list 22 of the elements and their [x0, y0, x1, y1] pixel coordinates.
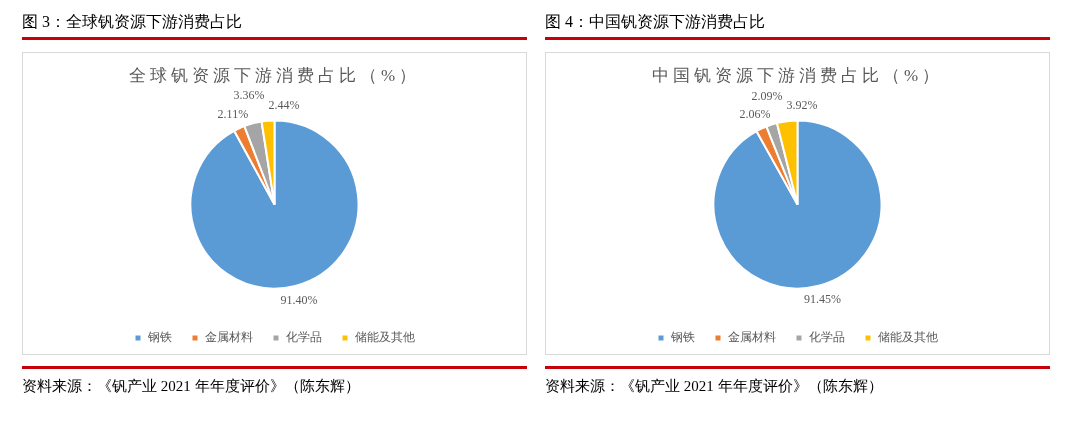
data-label: 3.36%: [233, 88, 265, 102]
legend-label: 金属材料: [727, 330, 776, 345]
legend-label: 化学品: [808, 330, 845, 345]
chart-subtitle: 全球钒资源下游消费占比（%）: [128, 65, 421, 87]
legend-label: 储能及其他: [877, 330, 938, 345]
legend-label: 储能及其他: [354, 330, 415, 345]
chart-title: 图 4：中国钒资源下游消费占比: [545, 12, 765, 32]
text: 资料来源：《钒产业 2021 年年度评价》（陈东辉）: [22, 377, 360, 396]
data-label: 2.06%: [739, 107, 771, 122]
legend-label: 化学品: [285, 330, 322, 345]
legend-label: 金属材料: [204, 330, 253, 345]
data-label: 3.92%: [786, 98, 818, 113]
chart-title: 图 3：全球钒资源下游消费占比: [22, 12, 242, 32]
data-label: 91.40%: [280, 292, 318, 307]
data-label: 2.44%: [268, 97, 300, 112]
data-label: 2.11%: [217, 106, 249, 121]
chart-subtitle: 中国钒资源下游消费占比（%）: [651, 65, 944, 87]
data-label: 2.09%: [751, 89, 783, 104]
legend-label: 钢铁: [669, 330, 695, 345]
legend-label: 钢铁: [146, 330, 172, 345]
data-label: 91.45%: [803, 292, 841, 307]
text: 资料来源：《钒产业 2021 年年度评价》（陈东辉）: [545, 377, 883, 396]
